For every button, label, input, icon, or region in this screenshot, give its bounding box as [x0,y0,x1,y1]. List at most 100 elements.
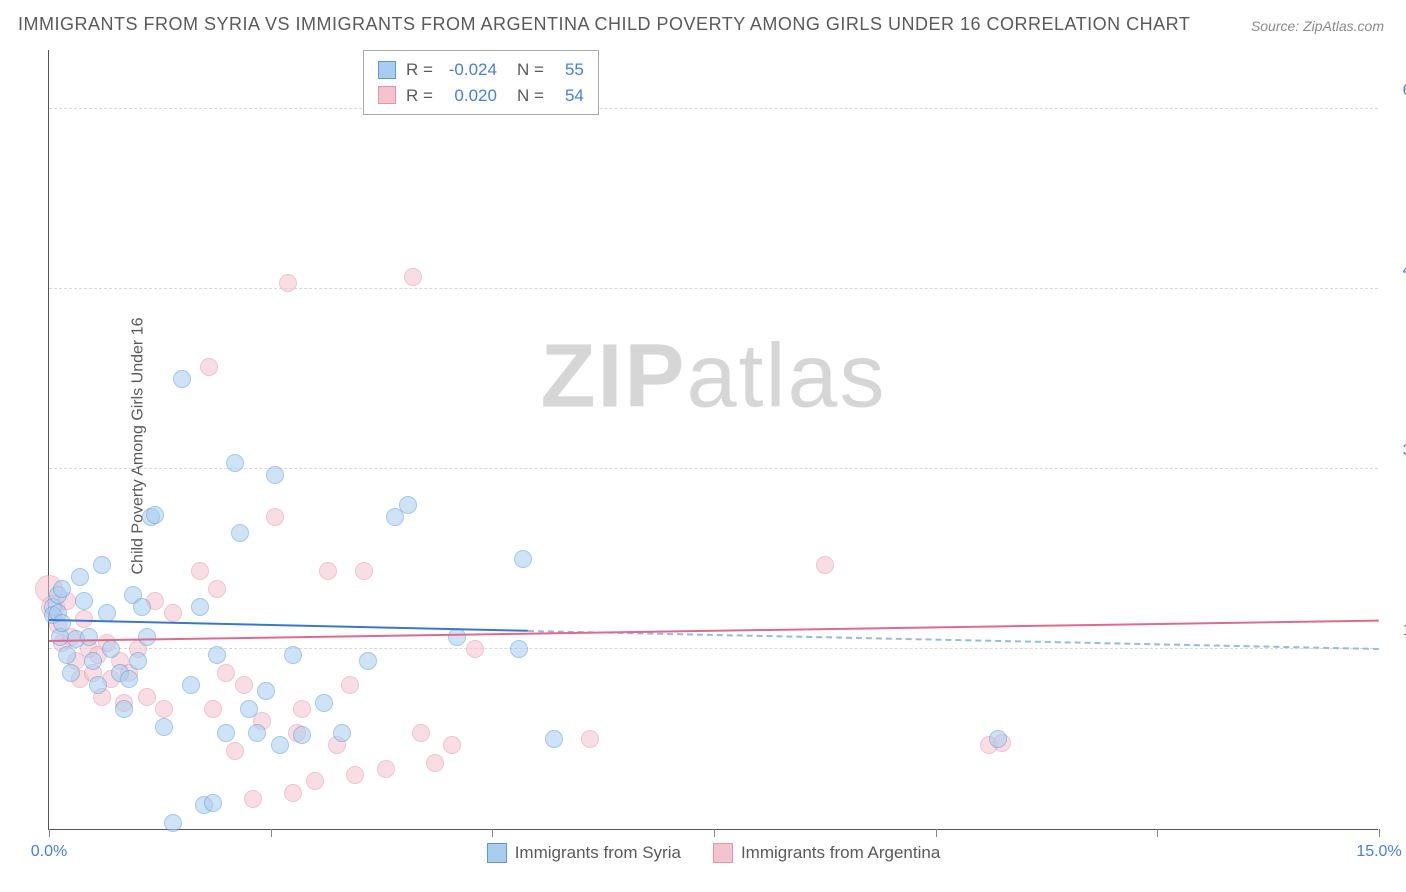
legend-item-syria: Immigrants from Syria [487,843,681,863]
data-point-argentina [466,640,484,658]
gridline [49,648,1378,649]
data-point-syria [164,814,182,832]
data-point-syria [284,646,302,664]
data-point-syria [448,628,466,646]
data-point-argentina [208,580,226,598]
y-tick-label: 15.0% [1388,622,1406,640]
data-point-argentina [816,556,834,574]
data-point-syria [240,700,258,718]
stat-row-syria: R = -0.024 N = 55 [378,57,584,83]
x-tick-label: 0.0% [31,843,67,861]
data-point-syria [62,664,80,682]
data-point-syria [155,718,173,736]
y-tick-label: 45.0% [1388,262,1406,280]
data-point-syria [93,556,111,574]
data-point-syria [514,550,532,568]
watermark-bold: ZIP [540,327,686,427]
stat-swatch-syria [378,61,396,79]
data-point-syria [399,496,417,514]
data-point-argentina [164,604,182,622]
legend-label-syria: Immigrants from Syria [515,843,681,863]
data-point-argentina [279,274,297,292]
data-point-syria [989,730,1007,748]
data-point-argentina [191,562,209,580]
data-point-syria [293,726,311,744]
data-point-argentina [581,730,599,748]
x-tick-label: 15.0% [1356,843,1401,861]
data-point-syria [102,640,120,658]
data-point-syria [204,794,222,812]
data-point-syria [58,646,76,664]
data-point-argentina [226,742,244,760]
data-point-syria [271,736,289,754]
data-point-syria [257,682,275,700]
data-point-syria [71,568,89,586]
data-point-syria [129,652,147,670]
data-point-syria [84,652,102,670]
x-tick-mark [492,829,493,837]
plot-area: ZIPatlas R = -0.024 N = 55 R = 0.020 N =… [48,50,1378,830]
data-point-argentina [319,562,337,580]
data-point-syria [120,670,138,688]
data-point-argentina [235,676,253,694]
gridline [49,108,1378,109]
stat-r-label: R = [406,57,433,83]
data-point-syria [146,506,164,524]
x-tick-mark [1157,829,1158,837]
data-point-syria [75,592,93,610]
data-point-argentina [293,700,311,718]
data-point-syria [133,598,151,616]
data-point-argentina [404,268,422,286]
data-point-syria [226,454,244,472]
data-point-argentina [204,700,222,718]
y-tick-label: 30.0% [1388,442,1406,460]
stat-r-label: R = [406,83,433,109]
legend-item-argentina: Immigrants from Argentina [713,843,940,863]
data-point-syria [115,700,133,718]
data-point-argentina [412,724,430,742]
data-point-argentina [426,754,444,772]
stat-n-label: N = [517,83,544,109]
data-point-syria [89,676,107,694]
stat-r-syria: -0.024 [443,57,497,83]
stat-n-syria: 55 [554,57,584,83]
data-point-syria [53,580,71,598]
data-point-syria [80,628,98,646]
data-point-argentina [377,760,395,778]
data-point-argentina [200,358,218,376]
data-point-syria [208,646,226,664]
x-tick-mark [936,829,937,837]
data-point-syria [266,466,284,484]
stat-swatch-argentina [378,86,396,104]
data-point-syria [138,628,156,646]
watermark: ZIPatlas [540,326,886,429]
legend-swatch-syria [487,843,507,863]
data-point-argentina [341,676,359,694]
data-point-syria [248,724,266,742]
x-tick-mark [271,829,272,837]
data-point-syria [217,724,235,742]
data-point-syria [315,694,333,712]
stat-n-label: N = [517,57,544,83]
chart-title: IMMIGRANTS FROM SYRIA VS IMMIGRANTS FROM… [18,14,1190,35]
data-point-syria [545,730,563,748]
x-tick-mark [49,829,50,837]
data-point-syria [333,724,351,742]
legend-label-argentina: Immigrants from Argentina [741,843,940,863]
legend-swatch-argentina [713,843,733,863]
data-point-argentina [266,508,284,526]
data-point-argentina [217,664,235,682]
data-point-syria [173,370,191,388]
data-point-argentina [346,766,364,784]
gridline [49,468,1378,469]
y-tick-label: 60.0% [1388,82,1406,100]
stat-row-argentina: R = 0.020 N = 54 [378,83,584,109]
data-point-argentina [244,790,262,808]
watermark-light: atlas [686,327,886,427]
data-point-argentina [306,772,324,790]
data-point-syria [182,676,200,694]
data-point-argentina [284,784,302,802]
data-point-argentina [355,562,373,580]
data-point-argentina [443,736,461,754]
x-tick-mark [714,829,715,837]
